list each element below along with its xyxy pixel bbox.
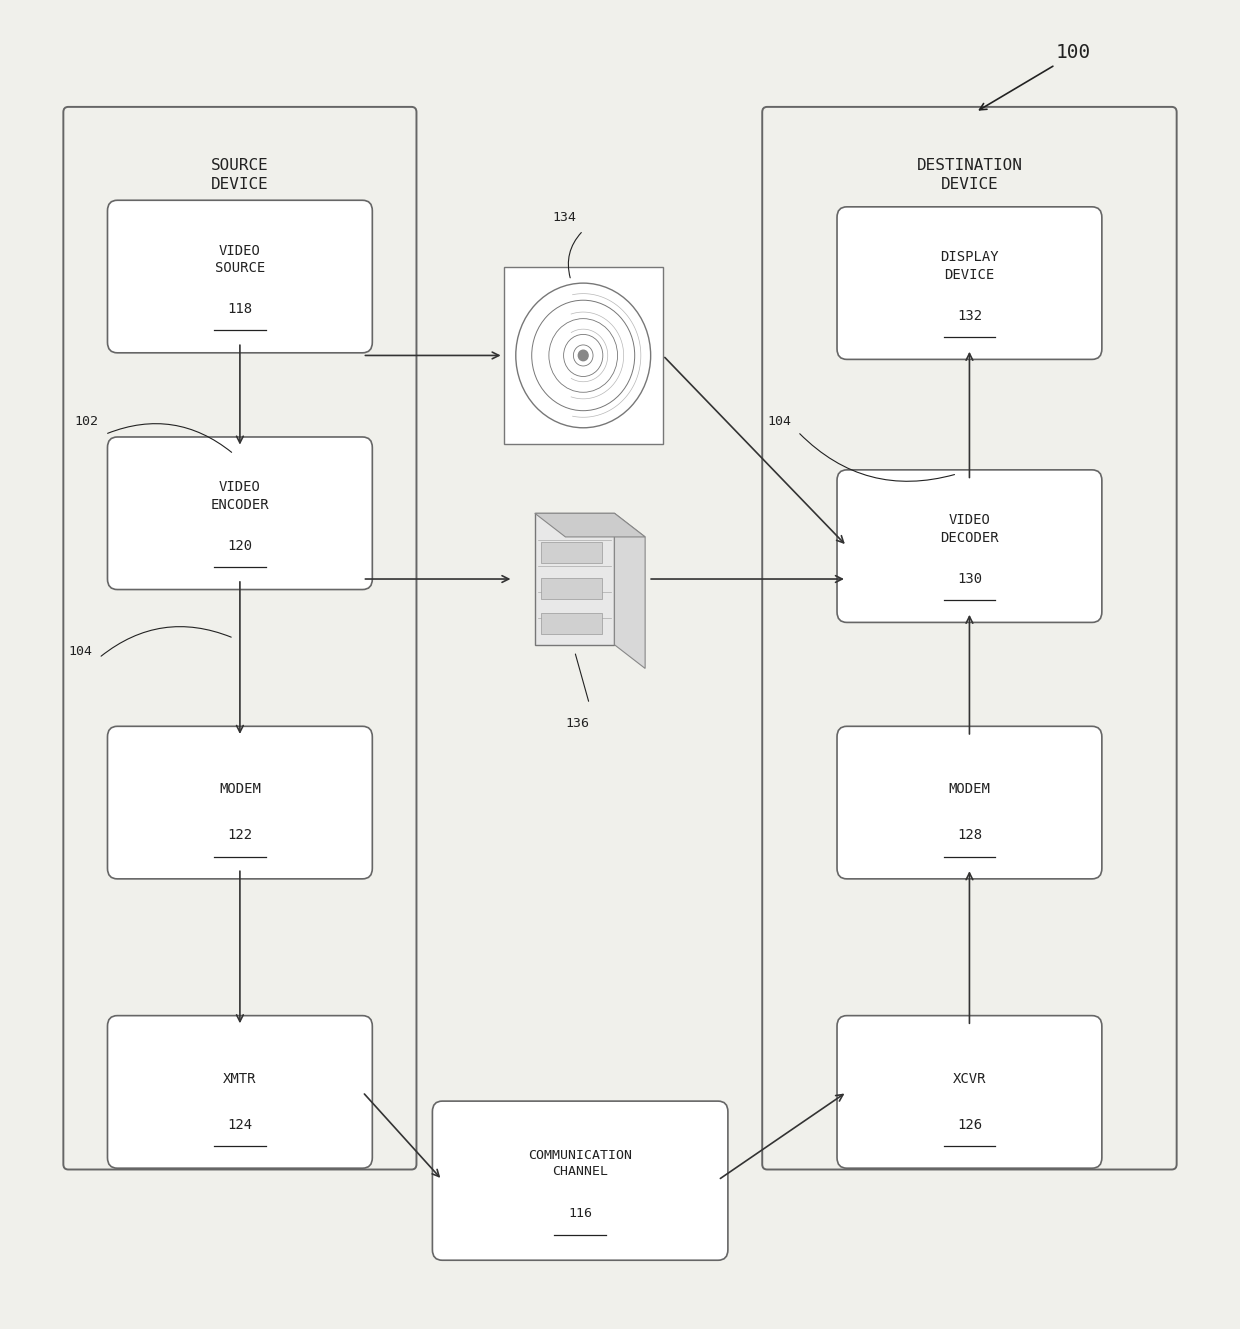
Text: SOURCE
DEVICE: SOURCE DEVICE: [211, 158, 269, 193]
FancyBboxPatch shape: [108, 727, 372, 878]
Text: 120: 120: [227, 540, 253, 553]
Text: 100: 100: [1056, 44, 1091, 62]
Text: 122: 122: [227, 828, 253, 843]
Text: COMMUNICATION
CHANNEL: COMMUNICATION CHANNEL: [528, 1148, 632, 1179]
FancyBboxPatch shape: [541, 613, 603, 634]
Text: 104: 104: [68, 645, 93, 658]
Text: VIDEO
SOURCE: VIDEO SOURCE: [215, 243, 265, 275]
Text: 126: 126: [957, 1118, 982, 1132]
FancyBboxPatch shape: [837, 207, 1102, 359]
Text: 116: 116: [568, 1207, 593, 1220]
Text: MODEM: MODEM: [949, 783, 991, 796]
FancyBboxPatch shape: [108, 437, 372, 590]
Bar: [503, 267, 663, 444]
FancyBboxPatch shape: [837, 470, 1102, 622]
Text: VIDEO
DECODER: VIDEO DECODER: [940, 513, 998, 545]
Text: 130: 130: [957, 571, 982, 586]
Text: MODEM: MODEM: [219, 783, 260, 796]
FancyBboxPatch shape: [541, 578, 603, 599]
Text: DESTINATION
DEVICE: DESTINATION DEVICE: [916, 158, 1022, 193]
FancyBboxPatch shape: [541, 542, 603, 563]
FancyBboxPatch shape: [837, 727, 1102, 878]
Text: DISPLAY
DEVICE: DISPLAY DEVICE: [940, 250, 998, 282]
FancyBboxPatch shape: [837, 1015, 1102, 1168]
Text: 136: 136: [565, 718, 589, 730]
Text: 128: 128: [957, 828, 982, 843]
Text: 124: 124: [227, 1118, 253, 1132]
FancyBboxPatch shape: [534, 513, 615, 645]
Polygon shape: [615, 513, 645, 668]
Text: XCVR: XCVR: [952, 1071, 986, 1086]
Text: 118: 118: [227, 303, 253, 316]
Text: 134: 134: [553, 211, 577, 223]
Text: VIDEO
ENCODER: VIDEO ENCODER: [211, 480, 269, 512]
FancyBboxPatch shape: [433, 1102, 728, 1260]
Circle shape: [578, 350, 588, 360]
FancyBboxPatch shape: [63, 106, 417, 1170]
Polygon shape: [534, 513, 645, 537]
Text: 102: 102: [74, 415, 99, 428]
FancyBboxPatch shape: [108, 1015, 372, 1168]
Text: 104: 104: [768, 415, 791, 428]
Text: 112: 112: [226, 213, 254, 227]
FancyBboxPatch shape: [108, 201, 372, 352]
Text: 132: 132: [957, 310, 982, 323]
Text: 114: 114: [955, 213, 983, 227]
Text: XMTR: XMTR: [223, 1071, 257, 1086]
FancyBboxPatch shape: [763, 106, 1177, 1170]
